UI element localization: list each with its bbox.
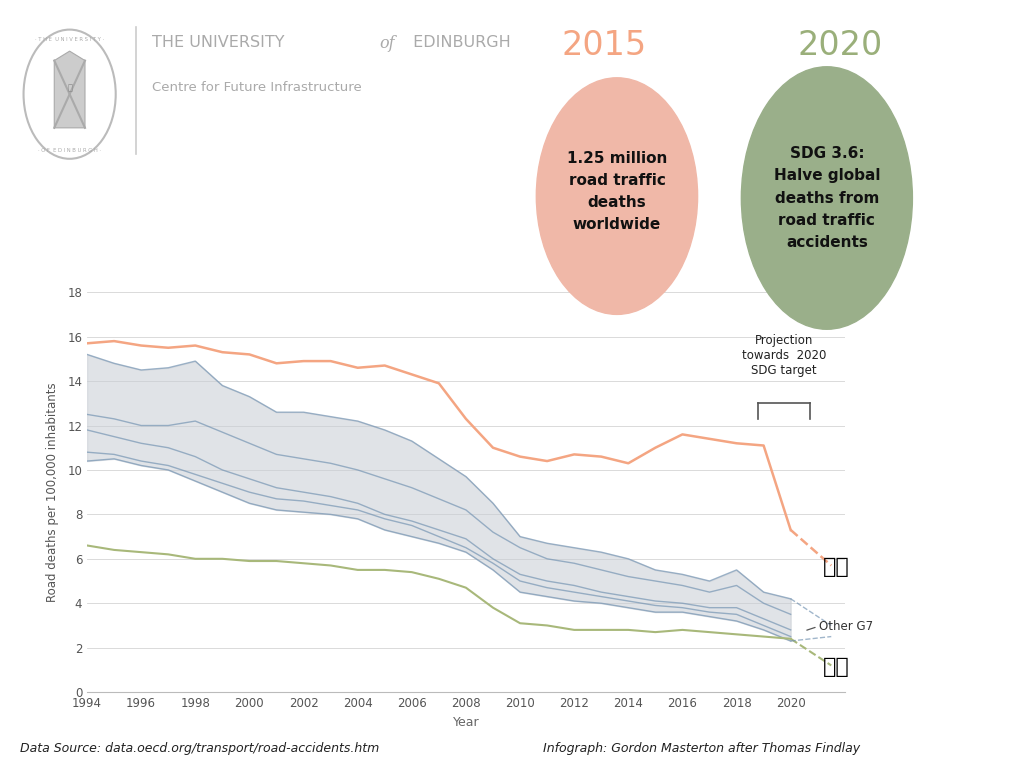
X-axis label: Year: Year bbox=[453, 715, 479, 728]
Polygon shape bbox=[54, 51, 85, 128]
Text: 🇬🇧: 🇬🇧 bbox=[823, 657, 850, 677]
Text: 1.25 million
road traffic
deaths
worldwide: 1.25 million road traffic deaths worldwi… bbox=[566, 151, 668, 232]
Text: · O F  E D I N B U R G H ·: · O F E D I N B U R G H · bbox=[38, 148, 101, 153]
Text: THE UNIVERSITY: THE UNIVERSITY bbox=[152, 35, 289, 50]
Ellipse shape bbox=[537, 78, 697, 315]
Text: of: of bbox=[379, 35, 394, 52]
Text: SDG 3.6:
Halve global
deaths from
road traffic
accidents: SDG 3.6: Halve global deaths from road t… bbox=[773, 146, 881, 250]
Ellipse shape bbox=[741, 67, 912, 329]
Text: · T H E  U N I V E R S I T Y ·: · T H E U N I V E R S I T Y · bbox=[35, 36, 104, 42]
Text: 📖: 📖 bbox=[68, 83, 72, 92]
Text: Infograph: Gordon Masterton after Thomas Findlay: Infograph: Gordon Masterton after Thomas… bbox=[543, 742, 860, 755]
Text: Projection
towards  2020
SDG target: Projection towards 2020 SDG target bbox=[741, 334, 826, 377]
Text: 2015: 2015 bbox=[561, 29, 647, 62]
Text: 🇺🇸: 🇺🇸 bbox=[823, 557, 850, 577]
Text: 2020: 2020 bbox=[797, 29, 883, 62]
Text: EDINBURGH: EDINBURGH bbox=[408, 35, 510, 50]
Y-axis label: Road deaths per 100,000 inhabitants: Road deaths per 100,000 inhabitants bbox=[46, 382, 58, 602]
Text: Centre for Future Infrastructure: Centre for Future Infrastructure bbox=[152, 81, 361, 94]
Text: Data Source: data.oecd.org/transport/road-accidents.htm: Data Source: data.oecd.org/transport/roa… bbox=[20, 742, 380, 755]
Text: Other G7: Other G7 bbox=[819, 620, 873, 633]
